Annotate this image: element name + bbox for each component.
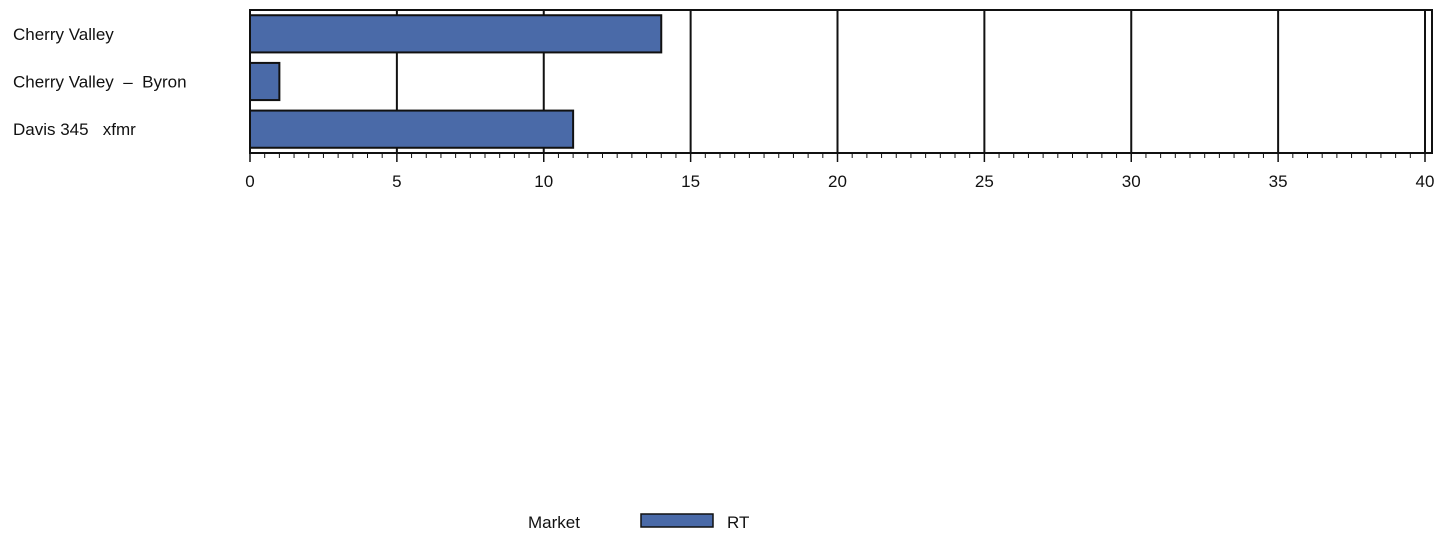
x-tick-label-35: 35 bbox=[1269, 172, 1288, 191]
legend-entry-rt: RT bbox=[727, 513, 749, 532]
x-tick-label-40: 40 bbox=[1416, 172, 1435, 191]
category-label-1: Cherry Valley bbox=[13, 25, 114, 44]
x-tick-label-30: 30 bbox=[1122, 172, 1141, 191]
legend: Market RT bbox=[528, 513, 749, 532]
category-label-2: Cherry Valley – Byron bbox=[13, 73, 187, 92]
x-tick-label-10: 10 bbox=[534, 172, 553, 191]
x-tick-label-15: 15 bbox=[681, 172, 700, 191]
category-label-3: Davis 345 xfmr bbox=[13, 120, 136, 139]
minor-ticks bbox=[249, 153, 1426, 162]
category-labels: Cherry Valley Cherry Valley – Byron Davis … bbox=[13, 25, 187, 139]
legend-title: Market bbox=[528, 513, 580, 532]
bar-2 bbox=[249, 61, 281, 102]
x-tick-label-25: 25 bbox=[975, 172, 994, 191]
x-tick-label-5: 5 bbox=[392, 172, 401, 191]
x-tick-labels: 0 5 10 15 20 25 30 35 40 bbox=[245, 172, 1434, 191]
bar-3 bbox=[249, 109, 575, 149]
bars bbox=[249, 14, 663, 149]
x-tick-label-20: 20 bbox=[828, 172, 847, 191]
x-tick-label-0: 0 bbox=[245, 172, 254, 191]
bar-1 bbox=[249, 14, 663, 54]
legend-swatch-rt bbox=[640, 513, 714, 528]
plot-frame bbox=[249, 9, 1433, 154]
